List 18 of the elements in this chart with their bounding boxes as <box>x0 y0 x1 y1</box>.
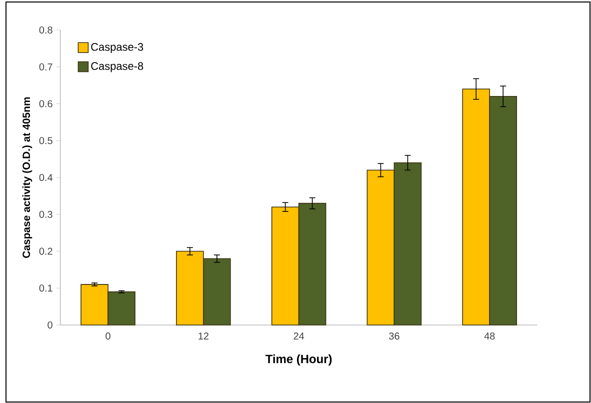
x-axis-title: Time (Hour) <box>266 354 332 366</box>
y-tick-label: 0.6 <box>39 100 52 108</box>
y-tick-label: 0.8 <box>39 26 52 34</box>
x-tick-label: 36 <box>389 332 400 340</box>
y-tick-label: 0.5 <box>39 137 52 144</box>
y-axis-title: Caspase activity (O.D.) at 405nm <box>22 97 32 258</box>
y-tick-label: 0 <box>48 321 52 329</box>
legend-label: Caspase-3 <box>91 43 144 53</box>
y-tick-label: 0.4 <box>39 174 52 182</box>
y-tick-label: 0.3 <box>39 210 52 218</box>
y-tick-label: 0.2 <box>39 248 52 255</box>
y-tick-label: 0.1 <box>39 284 52 292</box>
legend-label: Caspase-8 <box>91 62 144 72</box>
y-tick-label: 0.7 <box>39 63 52 70</box>
x-tick-label: 0 <box>106 332 110 340</box>
x-tick-label: 12 <box>198 332 208 340</box>
x-tick-label: 48 <box>484 332 495 340</box>
x-tick-label: 24 <box>294 332 304 340</box>
